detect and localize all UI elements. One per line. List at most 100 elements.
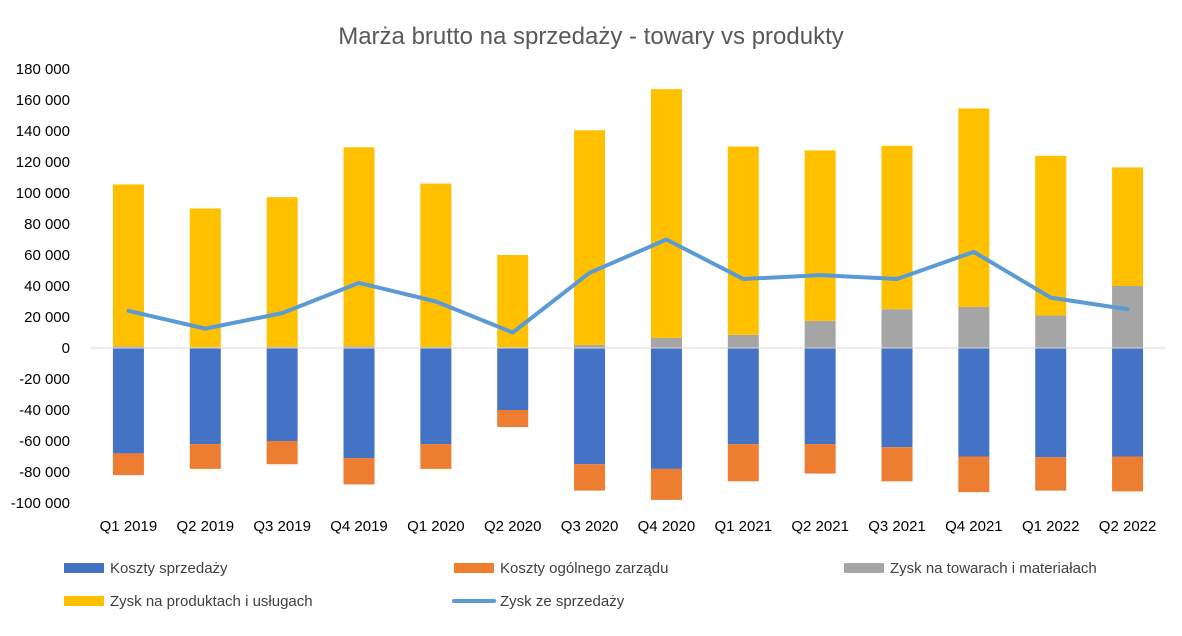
bar-zysk-na-produktach-i-uslugach-q2-2022	[1112, 167, 1144, 286]
bar-koszty-ogolnego-zarzadu-q2-2019	[189, 444, 221, 469]
x-tick-label: Q3 2020	[561, 518, 619, 535]
x-tick-label: Q1 2021	[715, 518, 773, 535]
x-tick-label: Q1 2022	[1022, 518, 1080, 535]
bar-zysk-na-produktach-i-uslugach-q4-2021	[958, 108, 990, 307]
bar-koszty-ogolnego-zarzadu-q1-2022	[1035, 457, 1067, 491]
bar-zysk-na-produktach-i-uslugach-q1-2020	[420, 183, 452, 348]
point-zysk-ze-sprzedazy-q1-2019	[127, 310, 129, 312]
x-axis: Q1 2019 Q2 2019 Q3 2019 Q4 2019 Q1 2020 Q2 20…	[100, 518, 1157, 535]
point-zysk-ze-sprzedazy-q4-2020	[665, 239, 667, 240]
y-tick-label: -80 000	[19, 464, 70, 481]
point-zysk-ze-sprzedazy-q3-2021	[896, 278, 898, 280]
bar-koszty-ogolnego-zarzadu-q2-2022	[1112, 456, 1144, 492]
legend-item-zysk-na-produktach-i-uslugach: Zysk na produktach i usługach	[64, 593, 313, 610]
y-tick-label: 180 000	[16, 61, 70, 78]
bar-koszty-sprzedazy-q2-2022	[1112, 348, 1144, 457]
y-axis: 180 000 160 000 140 000 120 000 100 000 80 00…	[11, 61, 70, 512]
y-tick-label: 60 000	[24, 247, 70, 264]
point-zysk-ze-sprzedazy-q2-2021	[819, 274, 821, 276]
bar-koszty-ogolnego-zarzadu-q4-2019	[343, 458, 375, 485]
bar-koszty-sprzedazy-q2-2020	[497, 348, 529, 410]
point-zysk-ze-sprzedazy-q2-2019	[204, 328, 206, 330]
x-tick-label: Q3 2019	[253, 518, 311, 535]
bar-koszty-sprzedazy-q4-2019	[343, 348, 375, 459]
bar-koszty-ogolnego-zarzadu-q1-2020	[420, 444, 452, 469]
y-tick-label: -60 000	[19, 433, 70, 450]
bar-zysk-na-produktach-i-uslugach-q2-2021	[804, 150, 836, 321]
legend-swatch	[64, 596, 104, 606]
point-zysk-ze-sprzedazy-q1-2020	[435, 301, 437, 302]
x-tick-label: Q1 2019	[100, 518, 158, 535]
bar-koszty-ogolnego-zarzadu-q2-2021	[804, 444, 836, 474]
y-tick-label: 80 000	[24, 216, 70, 233]
y-tick-label: 120 000	[16, 154, 70, 171]
bar-koszty-ogolnego-zarzadu-q3-2021	[881, 447, 913, 482]
x-tick-label: Q4 2019	[330, 518, 388, 535]
y-tick-label: 100 000	[16, 185, 70, 202]
bar-zysk-na-produktach-i-uslugach-q1-2019	[112, 184, 144, 347]
x-tick-label: Q2 2022	[1099, 518, 1157, 535]
x-tick-label: Q3 2021	[868, 518, 926, 535]
y-tick-label: -20 000	[19, 371, 70, 388]
bar-zysk-na-produktach-i-uslugach-q4-2020	[650, 89, 682, 338]
bar-zysk-na-produktach-i-uslugach-q1-2022	[1035, 155, 1067, 316]
bar-koszty-sprzedazy-q4-2021	[958, 348, 990, 457]
bars	[112, 89, 1144, 500]
x-tick-label: Q1 2020	[407, 518, 465, 535]
point-zysk-ze-sprzedazy-q2-2022	[1127, 308, 1129, 310]
bar-zysk-na-towarach-i-materialach-q4-2020	[650, 337, 682, 348]
legend-swatch	[454, 563, 494, 573]
legend-item-zysk-na-towarach-i-materialach: Zysk na towarach i materiałach	[844, 560, 1097, 577]
chart-title: Marża brutto na sprzedaży - towary vs pr…	[338, 23, 844, 50]
legend-label: Zysk na towarach i materiałach	[890, 560, 1097, 577]
bar-zysk-na-towarach-i-materialach-q4-2021	[958, 306, 990, 348]
bar-zysk-na-towarach-i-materialach-q3-2021	[881, 309, 913, 348]
bar-koszty-sprzedazy-q3-2021	[881, 348, 913, 448]
legend-swatch	[64, 563, 104, 573]
legend-swatch	[844, 563, 884, 573]
legend-label: Koszty ogólnego zarządu	[500, 560, 668, 577]
bar-zysk-na-towarach-i-materialach-q1-2019	[112, 346, 144, 348]
bar-koszty-ogolnego-zarzadu-q1-2021	[727, 444, 759, 482]
bar-zysk-na-towarach-i-materialach-q1-2021	[727, 334, 759, 348]
legend-label: Zysk na produktach i usługach	[110, 593, 313, 610]
bar-zysk-na-towarach-i-materialach-q3-2020	[574, 344, 606, 348]
y-tick-label: 20 000	[24, 309, 70, 326]
x-tick-label: Q2 2020	[484, 518, 542, 535]
bar-koszty-sprzedazy-q2-2021	[804, 348, 836, 445]
bar-zysk-na-produktach-i-uslugach-q1-2021	[727, 146, 759, 335]
bar-zysk-na-produktach-i-uslugach-q3-2021	[881, 145, 913, 310]
bar-koszty-sprzedazy-q1-2020	[420, 348, 452, 445]
legend-item-koszty-ogolnego-zarzadu: Koszty ogólnego zarządu	[454, 560, 668, 577]
bar-koszty-ogolnego-zarzadu-q3-2020	[574, 464, 606, 491]
point-zysk-ze-sprzedazy-q4-2021	[973, 251, 975, 253]
bar-zysk-na-towarach-i-materialach-q2-2022	[1112, 286, 1144, 348]
bar-koszty-ogolnego-zarzadu-q4-2021	[958, 456, 990, 493]
x-tick-label: Q4 2020	[638, 518, 696, 535]
x-tick-label: Q2 2019	[177, 518, 235, 535]
bar-koszty-ogolnego-zarzadu-q4-2020	[650, 468, 682, 500]
line-series	[126, 237, 1130, 335]
y-tick-label: -100 000	[11, 495, 70, 512]
y-tick-label: 160 000	[16, 92, 70, 109]
legend-item-koszty-sprzedazy: Koszty sprzedaży	[64, 560, 228, 577]
bar-zysk-na-towarach-i-materialach-q1-2022	[1035, 315, 1067, 348]
y-tick-label: 40 000	[24, 278, 70, 295]
x-tick-label: Q2 2021	[791, 518, 849, 535]
x-tick-label: Q4 2021	[945, 518, 1003, 535]
bar-koszty-sprzedazy-q3-2019	[266, 348, 298, 441]
y-tick-label: -40 000	[19, 402, 70, 419]
y-tick-label: 140 000	[16, 123, 70, 140]
legend: Koszty sprzedaży Koszty ogólnego zarządu Z…	[64, 560, 1097, 610]
bar-zysk-na-towarach-i-materialach-q4-2019	[343, 346, 375, 348]
point-zysk-ze-sprzedazy-q2-2020	[512, 332, 514, 333]
bar-zysk-na-produktach-i-uslugach-q4-2019	[343, 147, 375, 347]
point-zysk-ze-sprzedazy-q3-2019	[281, 312, 283, 314]
bar-koszty-sprzedazy-q1-2019	[112, 348, 144, 454]
bar-koszty-sprzedazy-q3-2020	[574, 348, 606, 465]
point-zysk-ze-sprzedazy-q1-2021	[742, 278, 744, 280]
bar-koszty-sprzedazy-q2-2019	[189, 348, 221, 445]
point-zysk-ze-sprzedazy-q1-2022	[1050, 297, 1052, 299]
